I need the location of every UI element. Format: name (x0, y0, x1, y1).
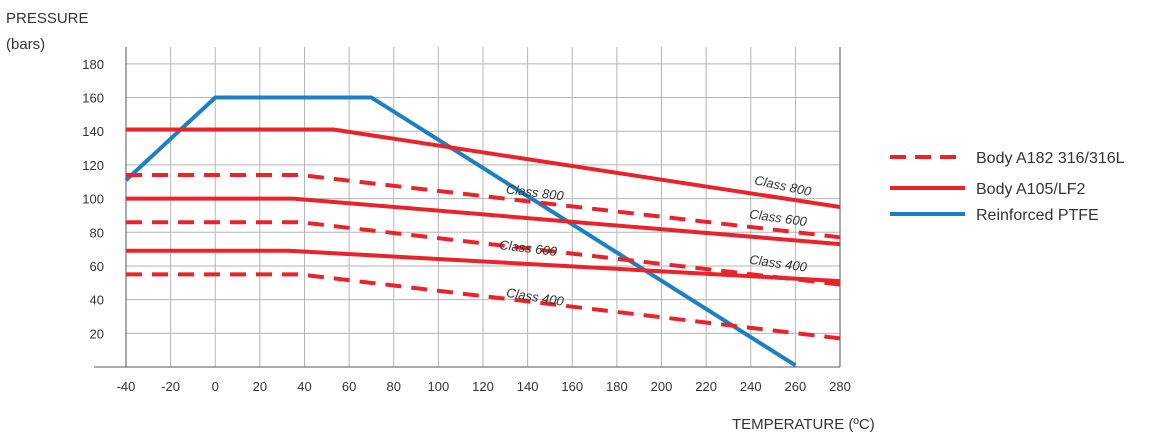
x-tick-label: 260 (785, 379, 807, 394)
series-line-a105 (126, 127, 841, 209)
legend-label: Reinforced PTFE (976, 207, 1099, 224)
x-tick-label: 180 (606, 379, 628, 394)
y-axis-title: PRESSURE (6, 10, 89, 27)
x-axis-title: TEMPERATURE (ºC) (732, 416, 875, 433)
x-tick-label: 60 (342, 379, 356, 394)
y-tick-label: 120 (82, 158, 104, 173)
x-tick-label: 240 (740, 379, 762, 394)
series-line-a182 (126, 173, 841, 240)
x-tick-label: 80 (387, 379, 401, 394)
y-tick-label: 160 (82, 91, 104, 106)
series-line-ptfe (124, 95, 797, 367)
class-label: Class 800 (505, 181, 565, 203)
series-lines (124, 95, 841, 367)
x-tick-label: 140 (517, 379, 539, 394)
x-tick-label: 200 (651, 379, 673, 394)
class-label: Class 600 (499, 237, 559, 259)
y-tick-label: 40 (90, 293, 104, 308)
x-tick-label: 280 (829, 379, 851, 394)
x-tick-label: -40 (117, 379, 136, 394)
x-tick-label: 40 (297, 379, 311, 394)
legend-label: Body A182 316/316L (976, 150, 1125, 167)
x-tick-label: -20 (161, 379, 180, 394)
axes: -40 -20 0 20 40 60 80 100 120 140 160 180 200 220 240 2… (82, 47, 851, 394)
y-tick-label: 60 (90, 259, 104, 274)
legend: Body A182 316/316L Body A105/LF2 Reinforce… (890, 150, 1125, 224)
series-line-a182 (126, 220, 841, 287)
x-tick-label: 0 (212, 379, 219, 394)
series-line-a182 (126, 272, 841, 341)
x-tick-label: 220 (695, 379, 717, 394)
y-tick-label: 20 (90, 326, 104, 341)
class-label: Class 400 (505, 285, 565, 309)
series-line-a105 (126, 248, 841, 284)
x-tick-label: 20 (253, 379, 267, 394)
y-tick-label: 100 (82, 192, 104, 207)
y-tick-label: 180 (82, 57, 104, 72)
x-tick-label: 160 (561, 379, 583, 394)
grid (125, 47, 841, 367)
x-tick-label: 120 (472, 379, 494, 394)
class-label: Class 400 (748, 252, 808, 275)
y-tick-label: 80 (90, 225, 104, 240)
legend-label: Body A105/LF2 (976, 181, 1086, 198)
y-axis-unit: (bars) (6, 36, 46, 53)
x-tick-label: 100 (428, 379, 450, 394)
y-tick-label: 140 (82, 124, 104, 139)
series-line-a105 (126, 196, 841, 247)
